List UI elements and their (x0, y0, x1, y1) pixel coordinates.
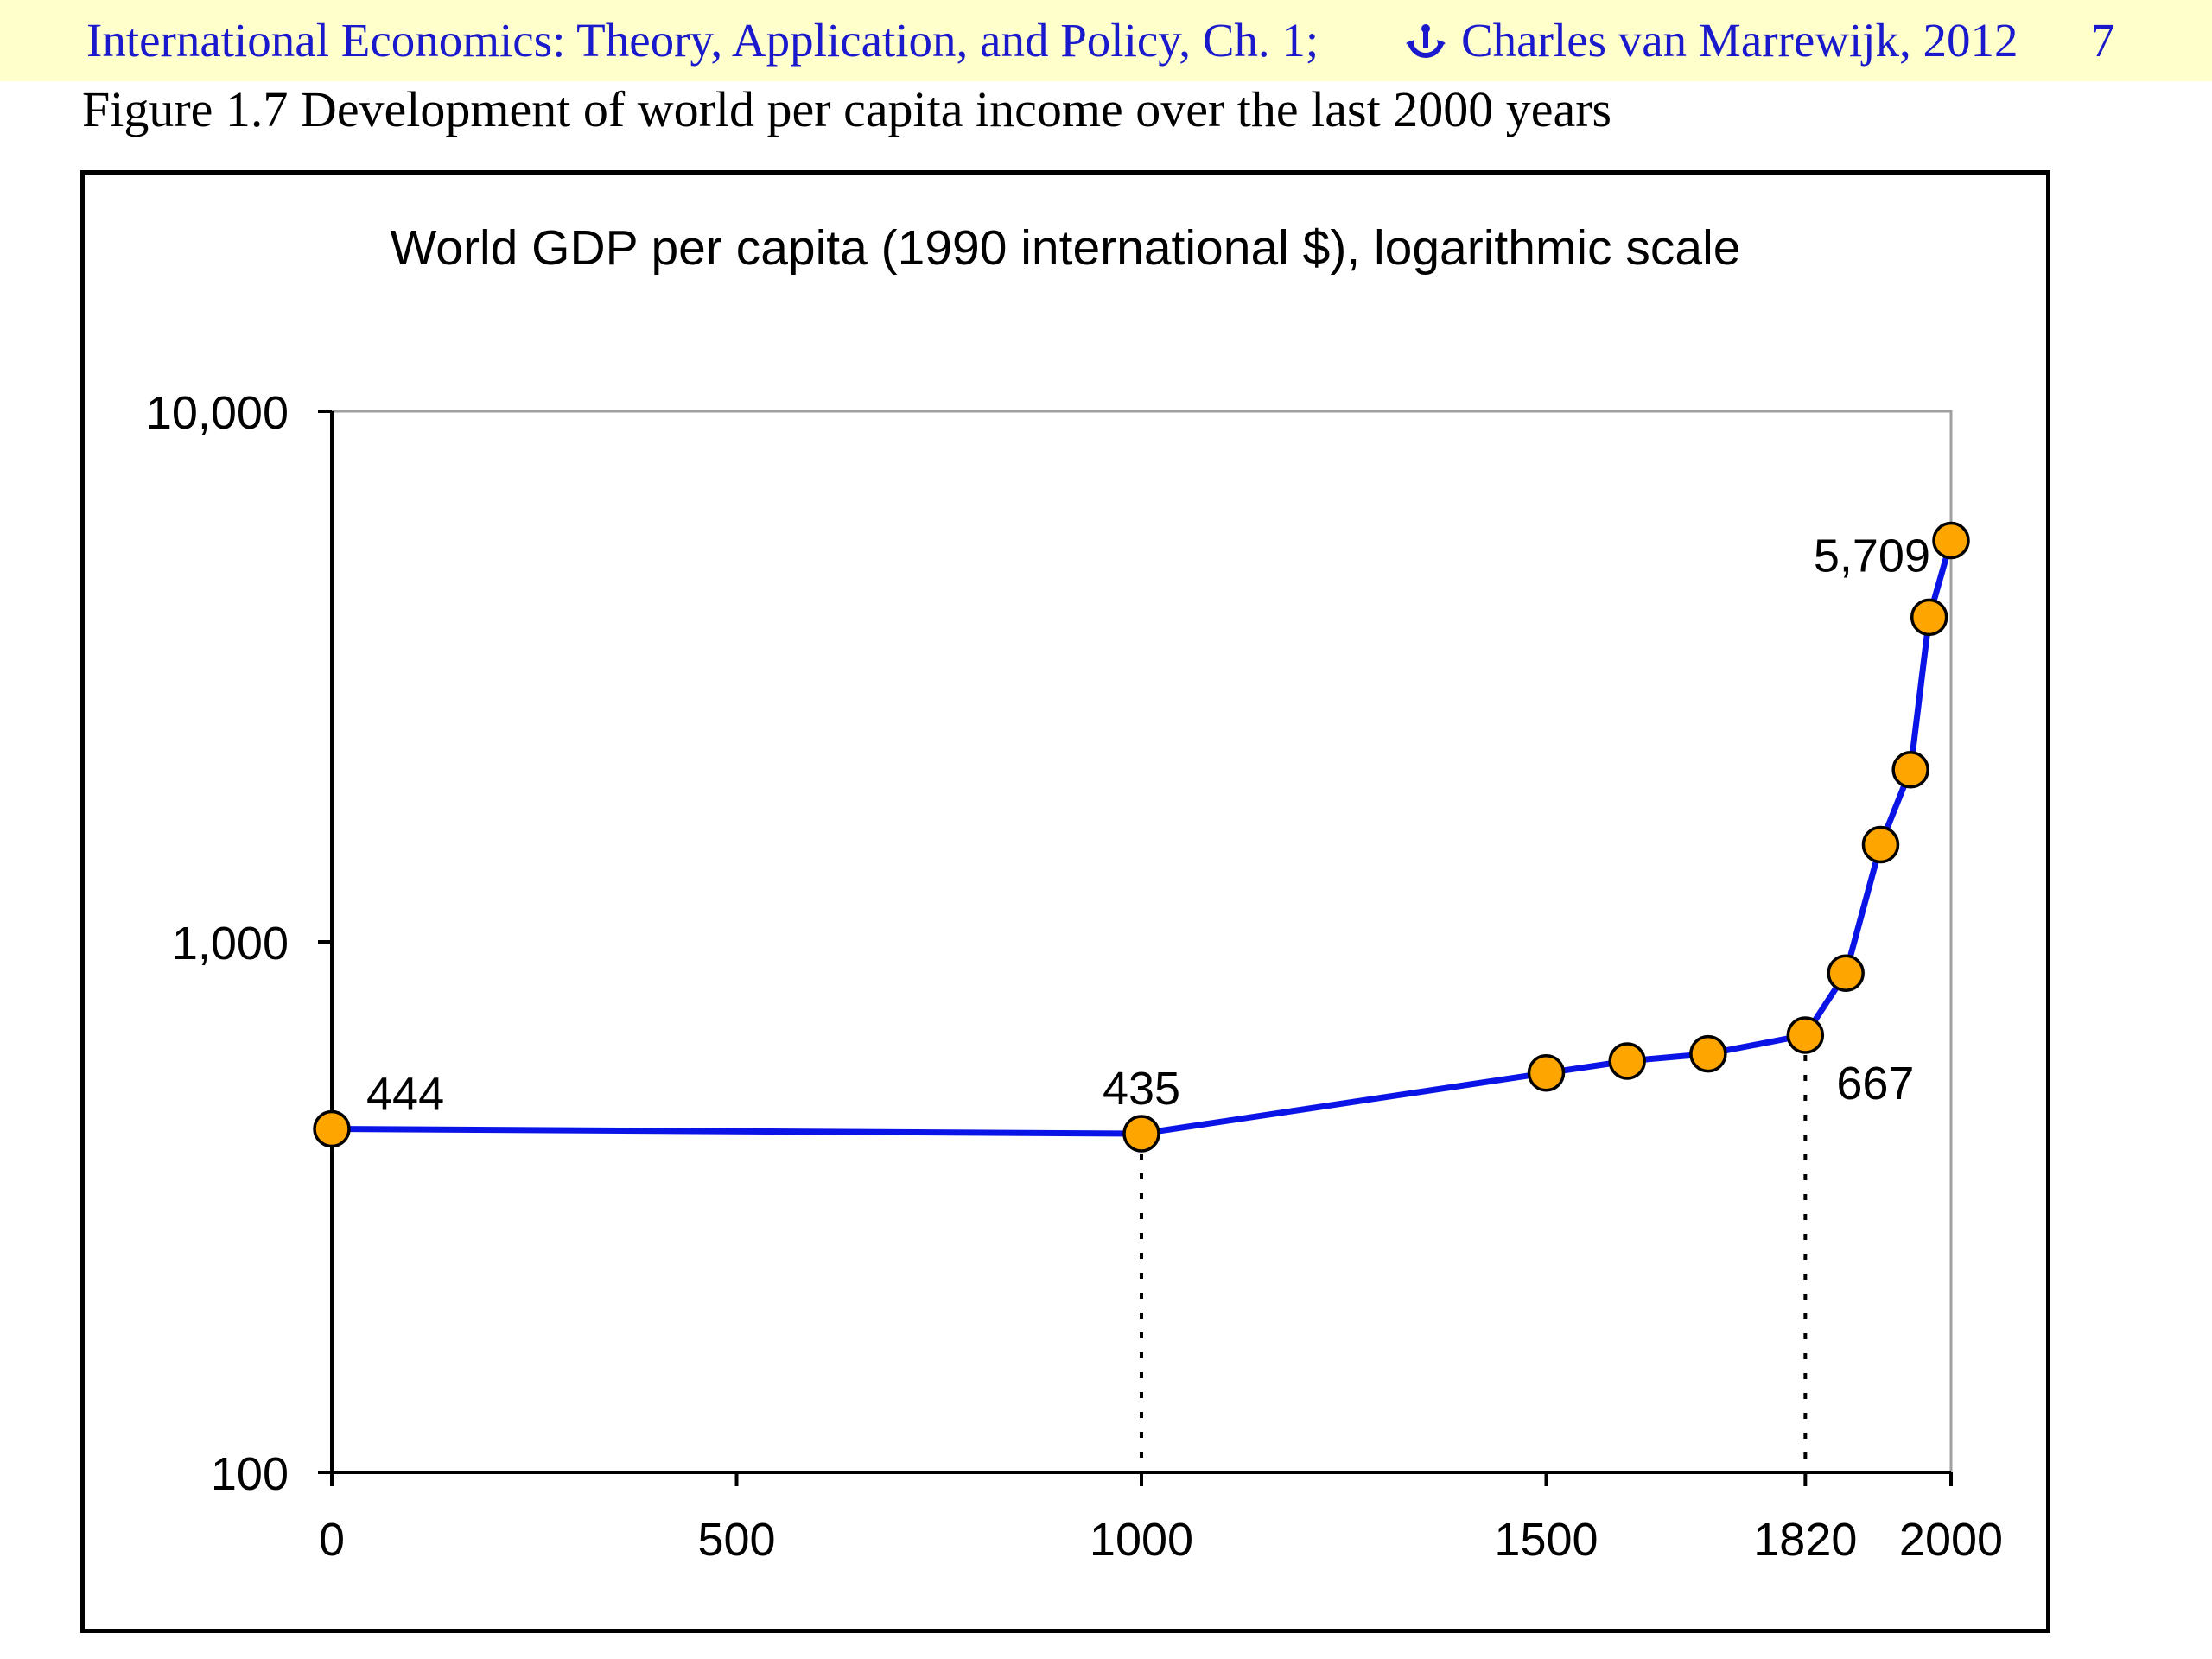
data-point (1891, 751, 1929, 789)
data-point (1910, 598, 1948, 637)
x-tick-label: 0 (319, 1514, 345, 1566)
y-tick-label: 1,000 (172, 918, 289, 969)
data-point (1932, 521, 1970, 560)
x-tick-label: 1500 (1494, 1514, 1598, 1566)
chart-title: World GDP per capita (1990 international… (391, 220, 1741, 276)
data-point (313, 1109, 351, 1148)
data-label: 435 (1103, 1063, 1180, 1115)
chart-frame: World GDP per capita (1990 international… (80, 170, 2050, 1633)
data-label: 5,709 (1814, 530, 1930, 582)
data-point (1122, 1115, 1160, 1153)
figure-title: Figure 1.7 Development of world per capi… (82, 81, 1612, 137)
y-tick-label: 100 (211, 1448, 289, 1500)
anchor-logo-icon (1406, 24, 1446, 59)
header-course-title: International Economics: Theory, Applica… (86, 14, 1319, 67)
x-tick-label: 1000 (1090, 1514, 1193, 1566)
page-number: 7 (2091, 14, 2115, 67)
data-point (1786, 1016, 1825, 1054)
x-tick-label: 1820 (1753, 1514, 1857, 1566)
y-tick-label: 10,000 (146, 387, 289, 439)
header-author: Charles van Marrewijk, 2012 (1404, 12, 2018, 69)
data-point (1861, 825, 1900, 864)
x-tick-label: 2000 (1899, 1514, 2003, 1566)
gdp-chart: World GDP per capita (1990 international… (146, 220, 2003, 1566)
x-tick-label: 500 (697, 1514, 775, 1566)
header-bar (0, 0, 2212, 81)
data-label: 444 (366, 1069, 444, 1121)
plot-area: 100 1,000 10,000 0 500 1000 1500 1820 2000 444 435… (146, 387, 2003, 1566)
data-point (1608, 1042, 1646, 1080)
data-point (1827, 954, 1865, 992)
data-label: 667 (1836, 1058, 1914, 1109)
data-point (1527, 1054, 1566, 1092)
data-point (1689, 1034, 1727, 1073)
header-author-text: Charles van Marrewijk, 2012 (1461, 14, 2018, 67)
